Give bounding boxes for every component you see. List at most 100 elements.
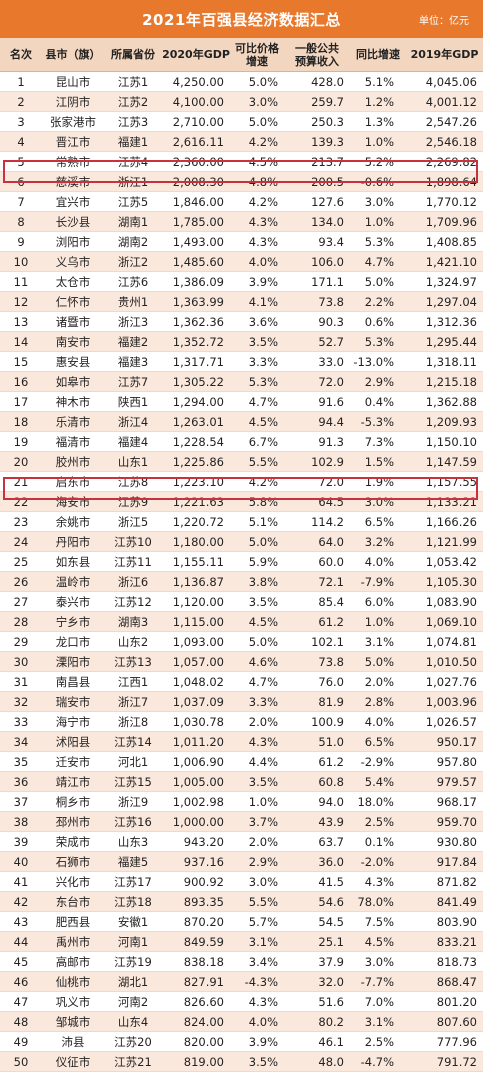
county-cell: 太仓市 — [42, 271, 104, 292]
table-row: 8 长沙县 湖南1 1,785.00 4.3% 134.0 1.0% 1,709.96 — [0, 211, 483, 232]
county-cell: 禹州市 — [42, 931, 104, 952]
province-cell: 江苏21 — [104, 1051, 162, 1072]
revenue-cell: 32.0 — [284, 971, 350, 992]
growth-cell: -4.3% — [230, 971, 284, 992]
province-cell: 福建1 — [104, 131, 162, 152]
gdp-2019-cell: 1,121.99 — [406, 531, 483, 552]
revenue-cell: 81.9 — [284, 691, 350, 712]
table-row: 7 宜兴市 江苏5 1,846.00 4.2% 127.6 3.0% 1,770.12 — [0, 191, 483, 212]
column-header: 名次 — [0, 38, 42, 72]
yoy-cell: 18.0% — [350, 791, 406, 812]
gdp-2019-cell: 1,215.18 — [406, 371, 483, 392]
rank-cell: 31 — [0, 671, 42, 692]
yoy-cell: 2.5% — [350, 1031, 406, 1052]
table-row: 20 胶州市 山东1 1,225.86 5.5% 102.9 1.5% 1,147.59 — [0, 451, 483, 472]
revenue-cell: 106.0 — [284, 251, 350, 272]
revenue-cell: 250.3 — [284, 111, 350, 132]
gdp-2019-cell: 1,083.90 — [406, 591, 483, 612]
growth-cell: 3.6% — [230, 311, 284, 332]
yoy-cell: 1.3% — [350, 111, 406, 132]
growth-cell: 4.0% — [230, 1011, 284, 1032]
province-cell: 福建4 — [104, 431, 162, 452]
province-cell: 山东4 — [104, 1011, 162, 1032]
province-cell: 江苏5 — [104, 191, 162, 212]
province-cell: 江苏18 — [104, 891, 162, 912]
rank-cell: 14 — [0, 331, 42, 352]
gdp-2019-cell: 1,408.85 — [406, 231, 483, 252]
table-row: 39 荣成市 山东3 943.20 2.0% 63.7 0.1% 930.80 — [0, 831, 483, 852]
county-cell: 义乌市 — [42, 251, 104, 272]
gdp-2020-cell: 1,294.00 — [162, 391, 230, 412]
gdp-2019-cell: 4,045.06 — [406, 71, 483, 92]
revenue-cell: 25.1 — [284, 931, 350, 952]
province-cell: 山东3 — [104, 831, 162, 852]
gdp-2019-cell: 1,105.30 — [406, 571, 483, 592]
revenue-cell: 93.4 — [284, 231, 350, 252]
table-row: 48 邹城市 山东4 824.00 4.0% 80.2 3.1% 807.60 — [0, 1011, 483, 1032]
yoy-cell: 4.3% — [350, 871, 406, 892]
gdp-2020-cell: 1,057.00 — [162, 651, 230, 672]
county-cell: 长沙县 — [42, 211, 104, 232]
table-row: 28 宁乡市 湖南3 1,115.00 4.5% 61.2 1.0% 1,069.10 — [0, 611, 483, 632]
growth-cell: 3.3% — [230, 351, 284, 372]
yoy-cell: 1.5% — [350, 451, 406, 472]
county-cell: 高邮市 — [42, 951, 104, 972]
growth-cell: 3.8% — [230, 571, 284, 592]
growth-cell: 4.3% — [230, 991, 284, 1012]
rank-cell: 24 — [0, 531, 42, 552]
table-row: 44 禹州市 河南1 849.59 3.1% 25.1 4.5% 833.21 — [0, 931, 483, 952]
revenue-cell: 114.2 — [284, 511, 350, 532]
yoy-cell: -2.0% — [350, 851, 406, 872]
province-cell: 江西1 — [104, 671, 162, 692]
county-cell: 晋江市 — [42, 131, 104, 152]
county-cell: 仁怀市 — [42, 291, 104, 312]
yoy-cell: 1.2% — [350, 91, 406, 112]
gdp-2019-cell: 1,069.10 — [406, 611, 483, 632]
yoy-cell: 5.3% — [350, 331, 406, 352]
gdp-2020-cell: 820.00 — [162, 1031, 230, 1052]
column-header: 可比价格 增速 — [230, 38, 284, 72]
revenue-cell: 72.1 — [284, 571, 350, 592]
revenue-cell: 48.0 — [284, 1051, 350, 1072]
growth-cell: 4.7% — [230, 391, 284, 412]
county-cell: 桐乡市 — [42, 791, 104, 812]
column-header: 所属省份 — [104, 38, 162, 72]
yoy-cell: 6.0% — [350, 591, 406, 612]
gdp-2020-cell: 1,120.00 — [162, 591, 230, 612]
growth-cell: 3.5% — [230, 771, 284, 792]
province-cell: 浙江5 — [104, 511, 162, 532]
rank-cell: 44 — [0, 931, 42, 952]
rank-cell: 20 — [0, 451, 42, 472]
gdp-2020-cell: 1,228.54 — [162, 431, 230, 452]
province-cell: 福建3 — [104, 351, 162, 372]
gdp-2019-cell: 1,297.04 — [406, 291, 483, 312]
revenue-cell: 54.5 — [284, 911, 350, 932]
highlight-box-rank-23 — [3, 477, 478, 500]
county-cell: 江阴市 — [42, 91, 104, 112]
yoy-cell: 2.2% — [350, 291, 406, 312]
county-cell: 诸暨市 — [42, 311, 104, 332]
yoy-cell: 2.5% — [350, 811, 406, 832]
rank-cell: 41 — [0, 871, 42, 892]
column-header: 2020年GDP — [162, 38, 230, 72]
growth-cell: 4.4% — [230, 751, 284, 772]
yoy-cell: -13.0% — [350, 351, 406, 372]
gdp-2019-cell: 868.47 — [406, 971, 483, 992]
yoy-cell: 5.4% — [350, 771, 406, 792]
county-gdp-table: 名次 县市（旗） 所属省份 2020年GDP 可比价格 增速 一般公共 预算收入… — [0, 38, 483, 1072]
revenue-cell: 428.0 — [284, 71, 350, 92]
yoy-cell: -7.7% — [350, 971, 406, 992]
county-cell: 余姚市 — [42, 511, 104, 532]
gdp-2019-cell: 979.57 — [406, 771, 483, 792]
gdp-2020-cell: 1,386.09 — [162, 271, 230, 292]
gdp-2020-cell: 1,263.01 — [162, 411, 230, 432]
column-header: 2019年GDP — [406, 38, 483, 72]
yoy-cell: -5.3% — [350, 411, 406, 432]
gdp-2020-cell: 1,305.22 — [162, 371, 230, 392]
growth-cell: 3.9% — [230, 271, 284, 292]
growth-cell: 4.3% — [230, 211, 284, 232]
rank-cell: 13 — [0, 311, 42, 332]
table-row: 41 兴化市 江苏17 900.92 3.0% 41.5 4.3% 871.82 — [0, 871, 483, 892]
rank-cell: 16 — [0, 371, 42, 392]
revenue-cell: 37.9 — [284, 951, 350, 972]
